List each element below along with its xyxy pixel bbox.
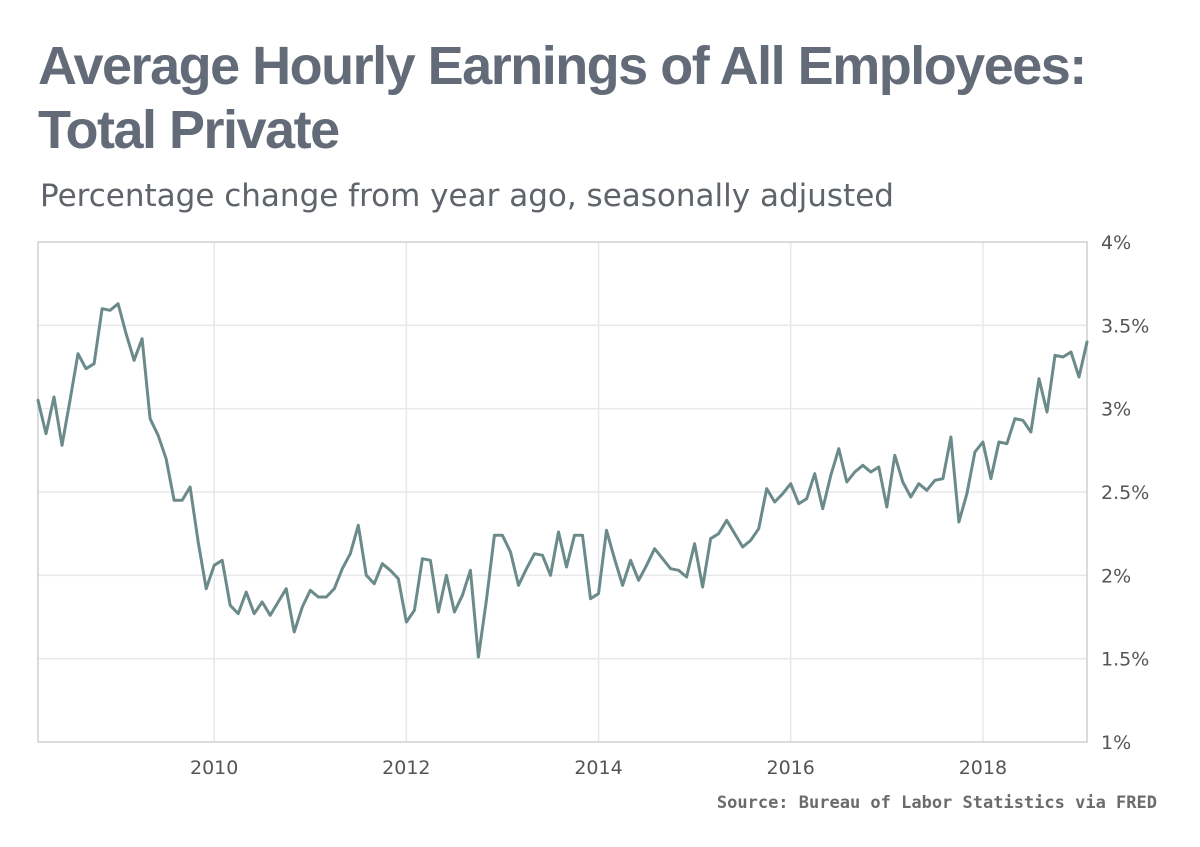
x-tick-label: 2012 bbox=[382, 757, 430, 779]
y-tick-label: 3% bbox=[1101, 399, 1131, 421]
x-tick-label: 2010 bbox=[190, 757, 238, 779]
y-tick-label: 3.5% bbox=[1101, 315, 1149, 337]
x-tick-label: 2016 bbox=[767, 757, 815, 779]
y-tick-label: 4% bbox=[1101, 232, 1131, 254]
plot-area-border bbox=[37, 241, 1088, 743]
x-tick-label: 2014 bbox=[574, 757, 622, 779]
chart-subtitle: Percentage change from year ago, seasona… bbox=[40, 178, 894, 214]
y-axis-tick-labels: 1% 1.5% 2% 2.5% 3% 3.5% 4% bbox=[1101, 232, 1149, 754]
source-credit: Source: Bureau of Labor Statistics via F… bbox=[716, 793, 1157, 813]
series-line bbox=[36, 302, 1089, 659]
y-tick-label: 1% bbox=[1101, 732, 1131, 754]
series-layer bbox=[36, 302, 1089, 659]
y-tick-label: 2% bbox=[1101, 565, 1131, 587]
grid-lines bbox=[38, 242, 1087, 742]
y-tick-label: 2.5% bbox=[1101, 482, 1149, 504]
y-tick-label: 1.5% bbox=[1101, 649, 1149, 671]
chart-title: Average Hourly Earnings of All Employees… bbox=[38, 36, 1087, 160]
x-tick-label: 2018 bbox=[959, 757, 1007, 779]
x-axis-tick-labels: 2010 2012 2014 2016 2018 bbox=[190, 757, 1007, 779]
